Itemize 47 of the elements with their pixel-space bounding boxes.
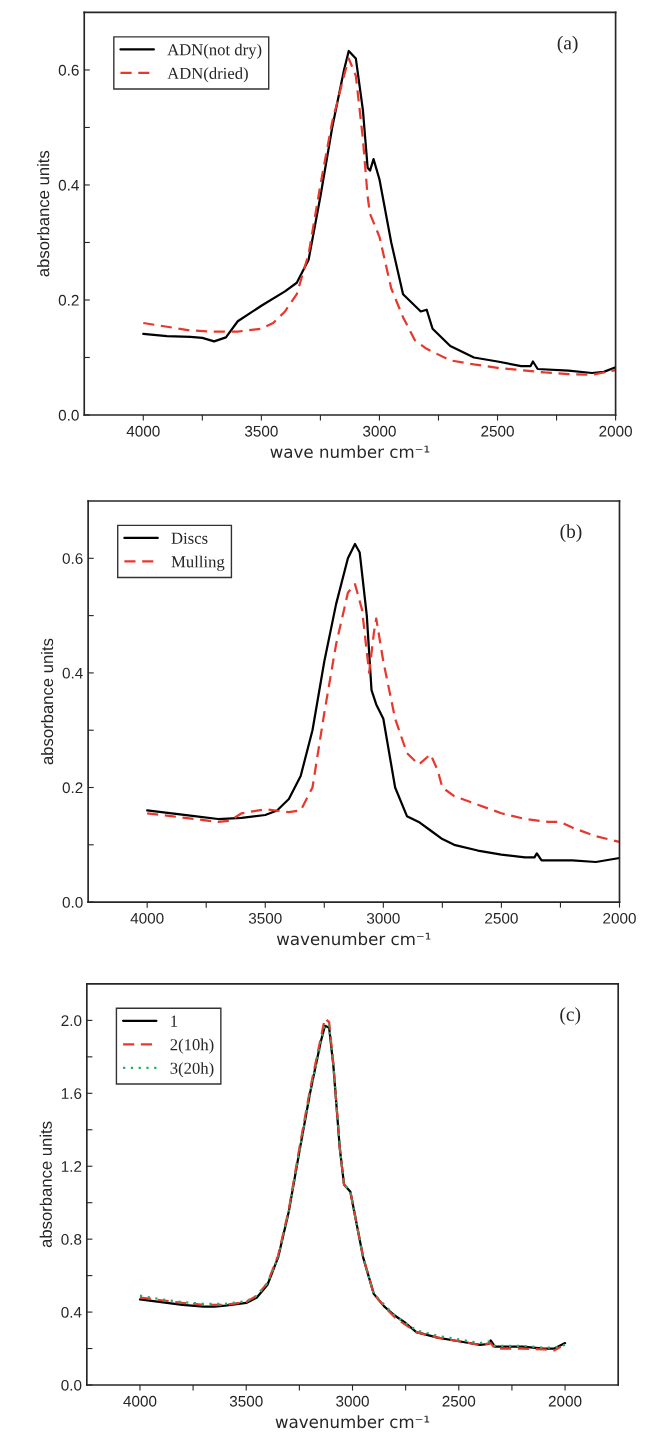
annotation: (c): [560, 1007, 581, 1025]
legend-label: ADN(dried): [167, 67, 248, 83]
y-axis-title: absorbance units: [37, 150, 50, 277]
y-tick-label: 1.2: [61, 1161, 82, 1172]
x-tick-label: 2000: [599, 425, 632, 437]
y-tick-label: 0.0: [58, 409, 79, 421]
y-tick-label: 0.6: [58, 64, 79, 76]
y-axis-title: absorbance units: [39, 1121, 52, 1248]
x-tick-label: 3500: [229, 1395, 263, 1407]
line-series: [146, 582, 620, 844]
x-tick-label: 2500: [442, 1395, 476, 1407]
x-tick-label: 3000: [366, 912, 400, 924]
x-tick-label: 2000: [603, 912, 636, 924]
x-tick-label: 3500: [244, 425, 278, 437]
x-axis-title: wave number cm⁻¹: [270, 445, 430, 459]
y-tick-label: 0.6: [62, 553, 83, 564]
x-tick-label: 3500: [248, 912, 282, 924]
x-tick-label: 4000: [123, 1395, 157, 1407]
x-axis-title: wavenumber cm⁻¹: [276, 932, 431, 946]
annotation: (b): [560, 524, 582, 542]
legend-label: 2(10h): [170, 1038, 214, 1054]
legend-label: 3(20h): [170, 1062, 214, 1078]
y-tick-label: 0.2: [58, 294, 79, 306]
y-tick-label: 0.4: [62, 667, 83, 679]
legend-label: Mulling: [171, 555, 225, 571]
x-tick-label: 3000: [363, 425, 396, 437]
y-tick-label: 0.0: [61, 1379, 82, 1391]
x-axis-title: wavenumber cm⁻¹: [275, 1415, 430, 1429]
y-tick-label: 0.0: [62, 896, 83, 908]
x-tick-label: 2000: [548, 1395, 582, 1407]
annotation: (a): [557, 35, 578, 54]
y-tick-label: 2.0: [61, 1015, 82, 1027]
line-series: [146, 542, 620, 864]
legend-label: Discs: [171, 532, 208, 544]
y-tick-label: 0.4: [58, 179, 79, 191]
y-tick-label: 0.4: [61, 1306, 82, 1318]
legend-label: 1: [171, 1015, 178, 1027]
legend-label: ADN(not dry): [167, 43, 262, 59]
y-tick-label: 0.2: [62, 782, 83, 794]
x-tick-label: 2500: [485, 912, 518, 924]
y-axis-title: absorbance units: [40, 638, 54, 765]
x-tick-label: 4000: [126, 425, 160, 437]
y-tick-label: 1.6: [61, 1088, 82, 1099]
y-tick-label: 0.8: [61, 1234, 82, 1245]
x-tick-label: 2500: [481, 425, 514, 437]
x-tick-label: 4000: [130, 912, 164, 924]
x-tick-label: 3000: [336, 1395, 369, 1407]
